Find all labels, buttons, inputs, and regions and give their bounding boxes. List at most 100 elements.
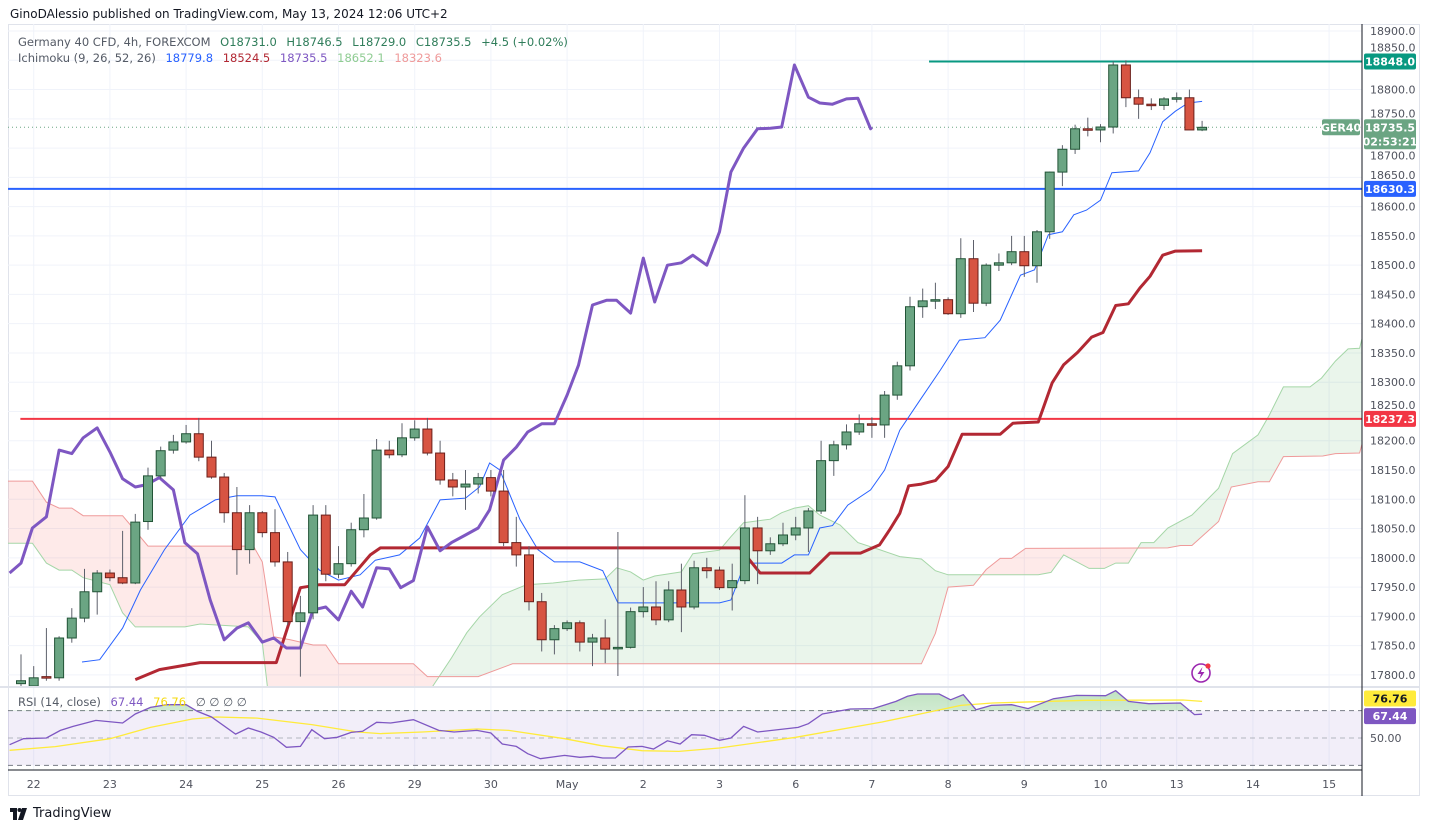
candle: [498, 470, 509, 547]
candle: [536, 592, 547, 652]
price-axis-label: 18300.0: [1370, 376, 1416, 389]
candle-body-up: [168, 441, 179, 451]
candle-body-up: [143, 475, 153, 523]
ichimoku-conversion-value: 18779.8: [165, 51, 214, 65]
price-axis-label: 18650.0: [1370, 169, 1416, 182]
candle-body-down: [485, 477, 496, 492]
candle-body-up: [16, 680, 26, 685]
candle: [1044, 171, 1055, 239]
candle: [206, 440, 217, 479]
candle-body-down: [1184, 97, 1195, 131]
candle-body-up: [473, 477, 484, 485]
candle-body-up: [371, 449, 382, 519]
ichimoku-lines: [8, 63, 1203, 681]
rsi-ma-value: 76.76: [153, 695, 187, 709]
candle: [117, 530, 128, 585]
candle: [968, 239, 979, 312]
footer-brand[interactable]: TradingView: [10, 806, 112, 821]
candle: [155, 446, 166, 479]
time-axis-label: May: [556, 778, 579, 791]
rsi-label: RSI (14, close): [18, 695, 101, 709]
ichimoku-cloud: [8, 338, 1362, 686]
price-tag-18630.3-box: [1364, 180, 1416, 197]
horizontal-lines[interactable]: [8, 60, 1362, 420]
candle-body-down: [574, 622, 585, 643]
candle: [1108, 61, 1119, 134]
candle-body-up: [816, 460, 827, 512]
candle: [244, 505, 255, 564]
candle-body-up: [765, 543, 776, 552]
candle: [803, 508, 814, 552]
cloud-bullish-fill: [1138, 339, 1362, 548]
ichimoku-legend[interactable]: Ichimoku (9, 26, 52, 26) 18779.8 18524.5…: [18, 51, 448, 65]
time-axis-label: 6: [792, 778, 799, 791]
rsi-line: [9, 689, 1203, 760]
candle-body-down: [701, 567, 712, 572]
rsi-legend[interactable]: RSI (14, close) 67.44 76.76 ∅ ∅ ∅ ∅: [18, 695, 253, 709]
candle-body-down: [257, 512, 268, 534]
candle: [473, 472, 484, 494]
time-axis-label: 8: [945, 778, 952, 791]
candle-body-up: [663, 589, 674, 621]
candle-body-up: [689, 567, 700, 608]
candle: [562, 620, 573, 631]
low-value: L18729.0: [352, 35, 407, 49]
candle: [663, 581, 674, 623]
time-axis-label: 10: [1094, 778, 1108, 791]
time-axis-label: 30: [484, 778, 498, 791]
candle-body-up: [854, 423, 865, 433]
candle-body-up: [1197, 126, 1208, 131]
price-axis-label: 18200.0: [1370, 435, 1416, 448]
candle-body-up: [308, 514, 319, 614]
candle-body-up: [562, 622, 573, 630]
price-axis-label: 17950.0: [1370, 581, 1416, 594]
price-tag-18630.3: 18630.3: [1365, 183, 1415, 196]
candle-body-down: [511, 542, 522, 556]
cloud-bullish-fill: [439, 505, 983, 677]
candle: [993, 253, 1004, 272]
candle: [1133, 89, 1144, 119]
candle-body-up: [295, 612, 306, 623]
candle: [485, 470, 496, 497]
candle-body-up: [905, 306, 915, 367]
candle: [1197, 120, 1208, 132]
candle-body-down: [651, 606, 661, 621]
time-axis-label: 7: [868, 778, 875, 791]
candle: [333, 546, 344, 579]
lightning-icon[interactable]: [1191, 663, 1211, 683]
tradingview-logo-icon: [10, 807, 28, 820]
candle: [92, 570, 103, 615]
candle-body-up: [1044, 171, 1055, 233]
candle-body-down: [524, 554, 534, 603]
ichimoku-label: Ichimoku (9, 26, 52, 26): [18, 51, 156, 65]
candle: [549, 625, 560, 655]
candle-body-up: [1095, 126, 1106, 131]
time-axis-label: 25: [255, 778, 269, 791]
price-tag-18848-box: [1364, 53, 1416, 70]
symbol-legend[interactable]: Germany 40 CFD, 4h, FOREXCOM O18731.0 H1…: [18, 35, 574, 49]
candle: [447, 472, 458, 497]
time-axis-label: 24: [179, 778, 193, 791]
price-axis-label: 18150.0: [1370, 464, 1416, 477]
candle: [54, 636, 65, 681]
countdown-tag: 02:53:21: [1363, 135, 1418, 148]
time-axis-label: 23: [103, 778, 117, 791]
candle-body-up: [587, 637, 598, 643]
ichimoku-base-value: 18524.5: [222, 51, 271, 65]
close-value: C18735.5: [415, 35, 472, 49]
rsi-pane: [0, 686, 1420, 766]
rsi-tag-box: [1364, 708, 1416, 725]
candle-body-up: [625, 611, 636, 648]
candle: [828, 440, 839, 476]
candle: [612, 532, 623, 677]
candle: [917, 288, 928, 318]
candle-body-down: [714, 569, 725, 589]
price-axis-label: 17800.0: [1370, 669, 1416, 682]
candle-body-up: [1108, 64, 1119, 128]
candle: [892, 361, 903, 400]
candle: [701, 557, 712, 579]
candle: [231, 486, 242, 575]
candle-body-up: [1070, 128, 1081, 150]
candle-body-down: [536, 601, 547, 641]
